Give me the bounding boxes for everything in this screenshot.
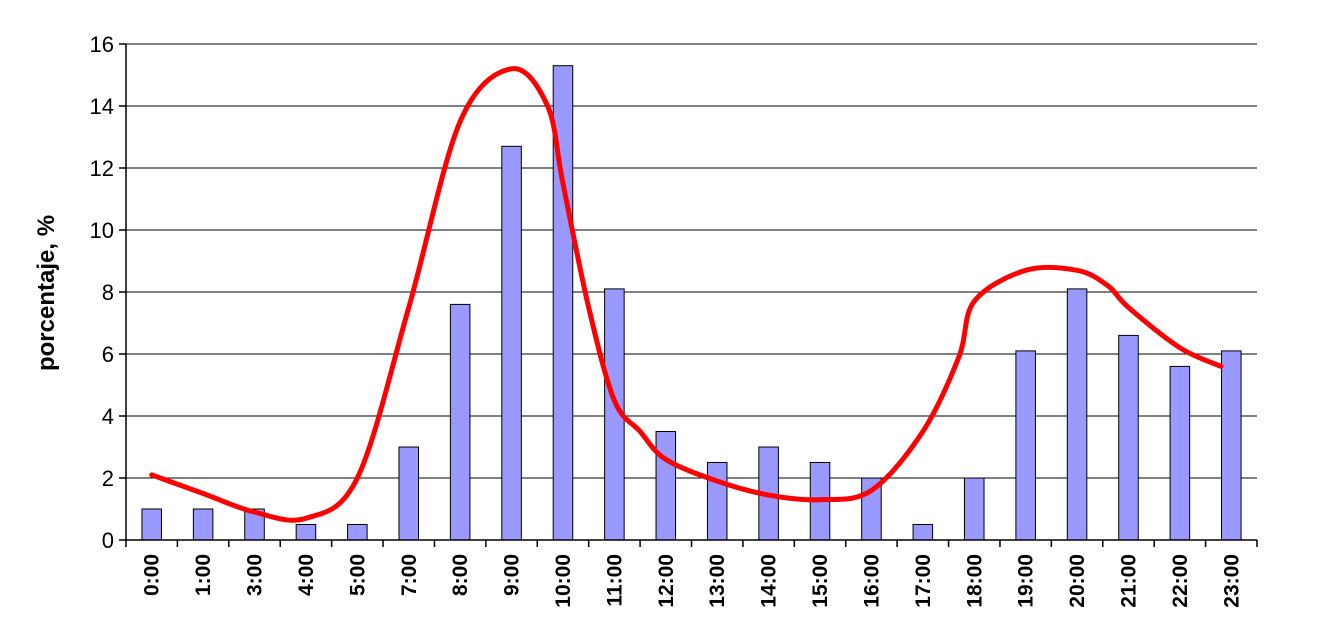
x-tick-label: 22:00 [1169, 554, 1192, 608]
x-tick-label: 14:00 [758, 554, 781, 608]
bar-4:00 [295, 524, 317, 541]
y-tick-label: 6 [102, 342, 114, 367]
trend-curve-line [149, 66, 1224, 523]
bar-8:00 [449, 303, 471, 541]
bar-21:00 [1118, 334, 1139, 541]
bar-23:00 [1221, 350, 1242, 541]
x-tick-label: 3:00 [244, 554, 267, 596]
y-tick-label: 16 [90, 32, 114, 57]
x-tick-label: 9:00 [501, 554, 524, 596]
x-tick-label: 17:00 [912, 554, 935, 608]
x-tick-label: 12:00 [655, 554, 678, 608]
bar-series [141, 65, 1242, 541]
x-tick-label: 20:00 [1066, 554, 1089, 608]
bar-17:00 [912, 524, 934, 541]
y-tick-label: 14 [90, 94, 114, 119]
x-tick-label: 10:00 [552, 554, 575, 608]
bar-22:00 [1169, 365, 1191, 541]
x-tick-label: 7:00 [398, 554, 421, 596]
x-tick-label: 4:00 [295, 554, 318, 596]
y-tick-label: 4 [102, 404, 114, 429]
y-tick-labels: 0 2 4 6 8 10 12 14 16 [90, 32, 126, 553]
x-tick-label: 11:00 [603, 554, 626, 607]
y-tick-label: 8 [102, 280, 114, 305]
x-tick-label: 18:00 [963, 554, 986, 608]
trend-curve [149, 66, 1224, 523]
bar-13:00 [706, 462, 728, 541]
bar-19:00 [1015, 350, 1036, 541]
y-axis-label: porcentaje, % [33, 215, 60, 371]
bar-7:00 [398, 446, 420, 541]
x-tick-label: 16:00 [860, 554, 883, 608]
bar-20:00 [1066, 288, 1088, 541]
x-tick-label: 23:00 [1220, 554, 1243, 608]
bar-0:00 [141, 508, 162, 541]
y-tick-label: 2 [102, 466, 114, 491]
x-tick-label: 13:00 [706, 554, 729, 608]
grid-lines [126, 43, 1257, 479]
x-tick-label: 15:00 [809, 554, 832, 608]
x-tick-label: 1:00 [192, 554, 215, 596]
x-tick-label: 0:00 [141, 554, 164, 596]
x-tick-label: 8:00 [449, 554, 472, 596]
y-tick-label: 0 [102, 528, 114, 553]
x-tick-label: 5:00 [346, 554, 369, 596]
bar-12:00 [655, 431, 677, 541]
x-tick-label: 21:00 [1117, 554, 1140, 608]
y-tick-label: 12 [90, 156, 114, 181]
bar-5:00 [347, 524, 368, 541]
x-tick-labels: 0:00 1:00 3:00 4:00 5:00 7:00 8:00 9:00 10:00 11:… [141, 554, 1244, 608]
bar-1:00 [192, 508, 214, 541]
y-tick-label: 10 [90, 218, 114, 243]
x-tick-label: 19:00 [1015, 554, 1038, 608]
bar-9:00 [501, 145, 522, 541]
bar-18:00 [963, 477, 985, 541]
